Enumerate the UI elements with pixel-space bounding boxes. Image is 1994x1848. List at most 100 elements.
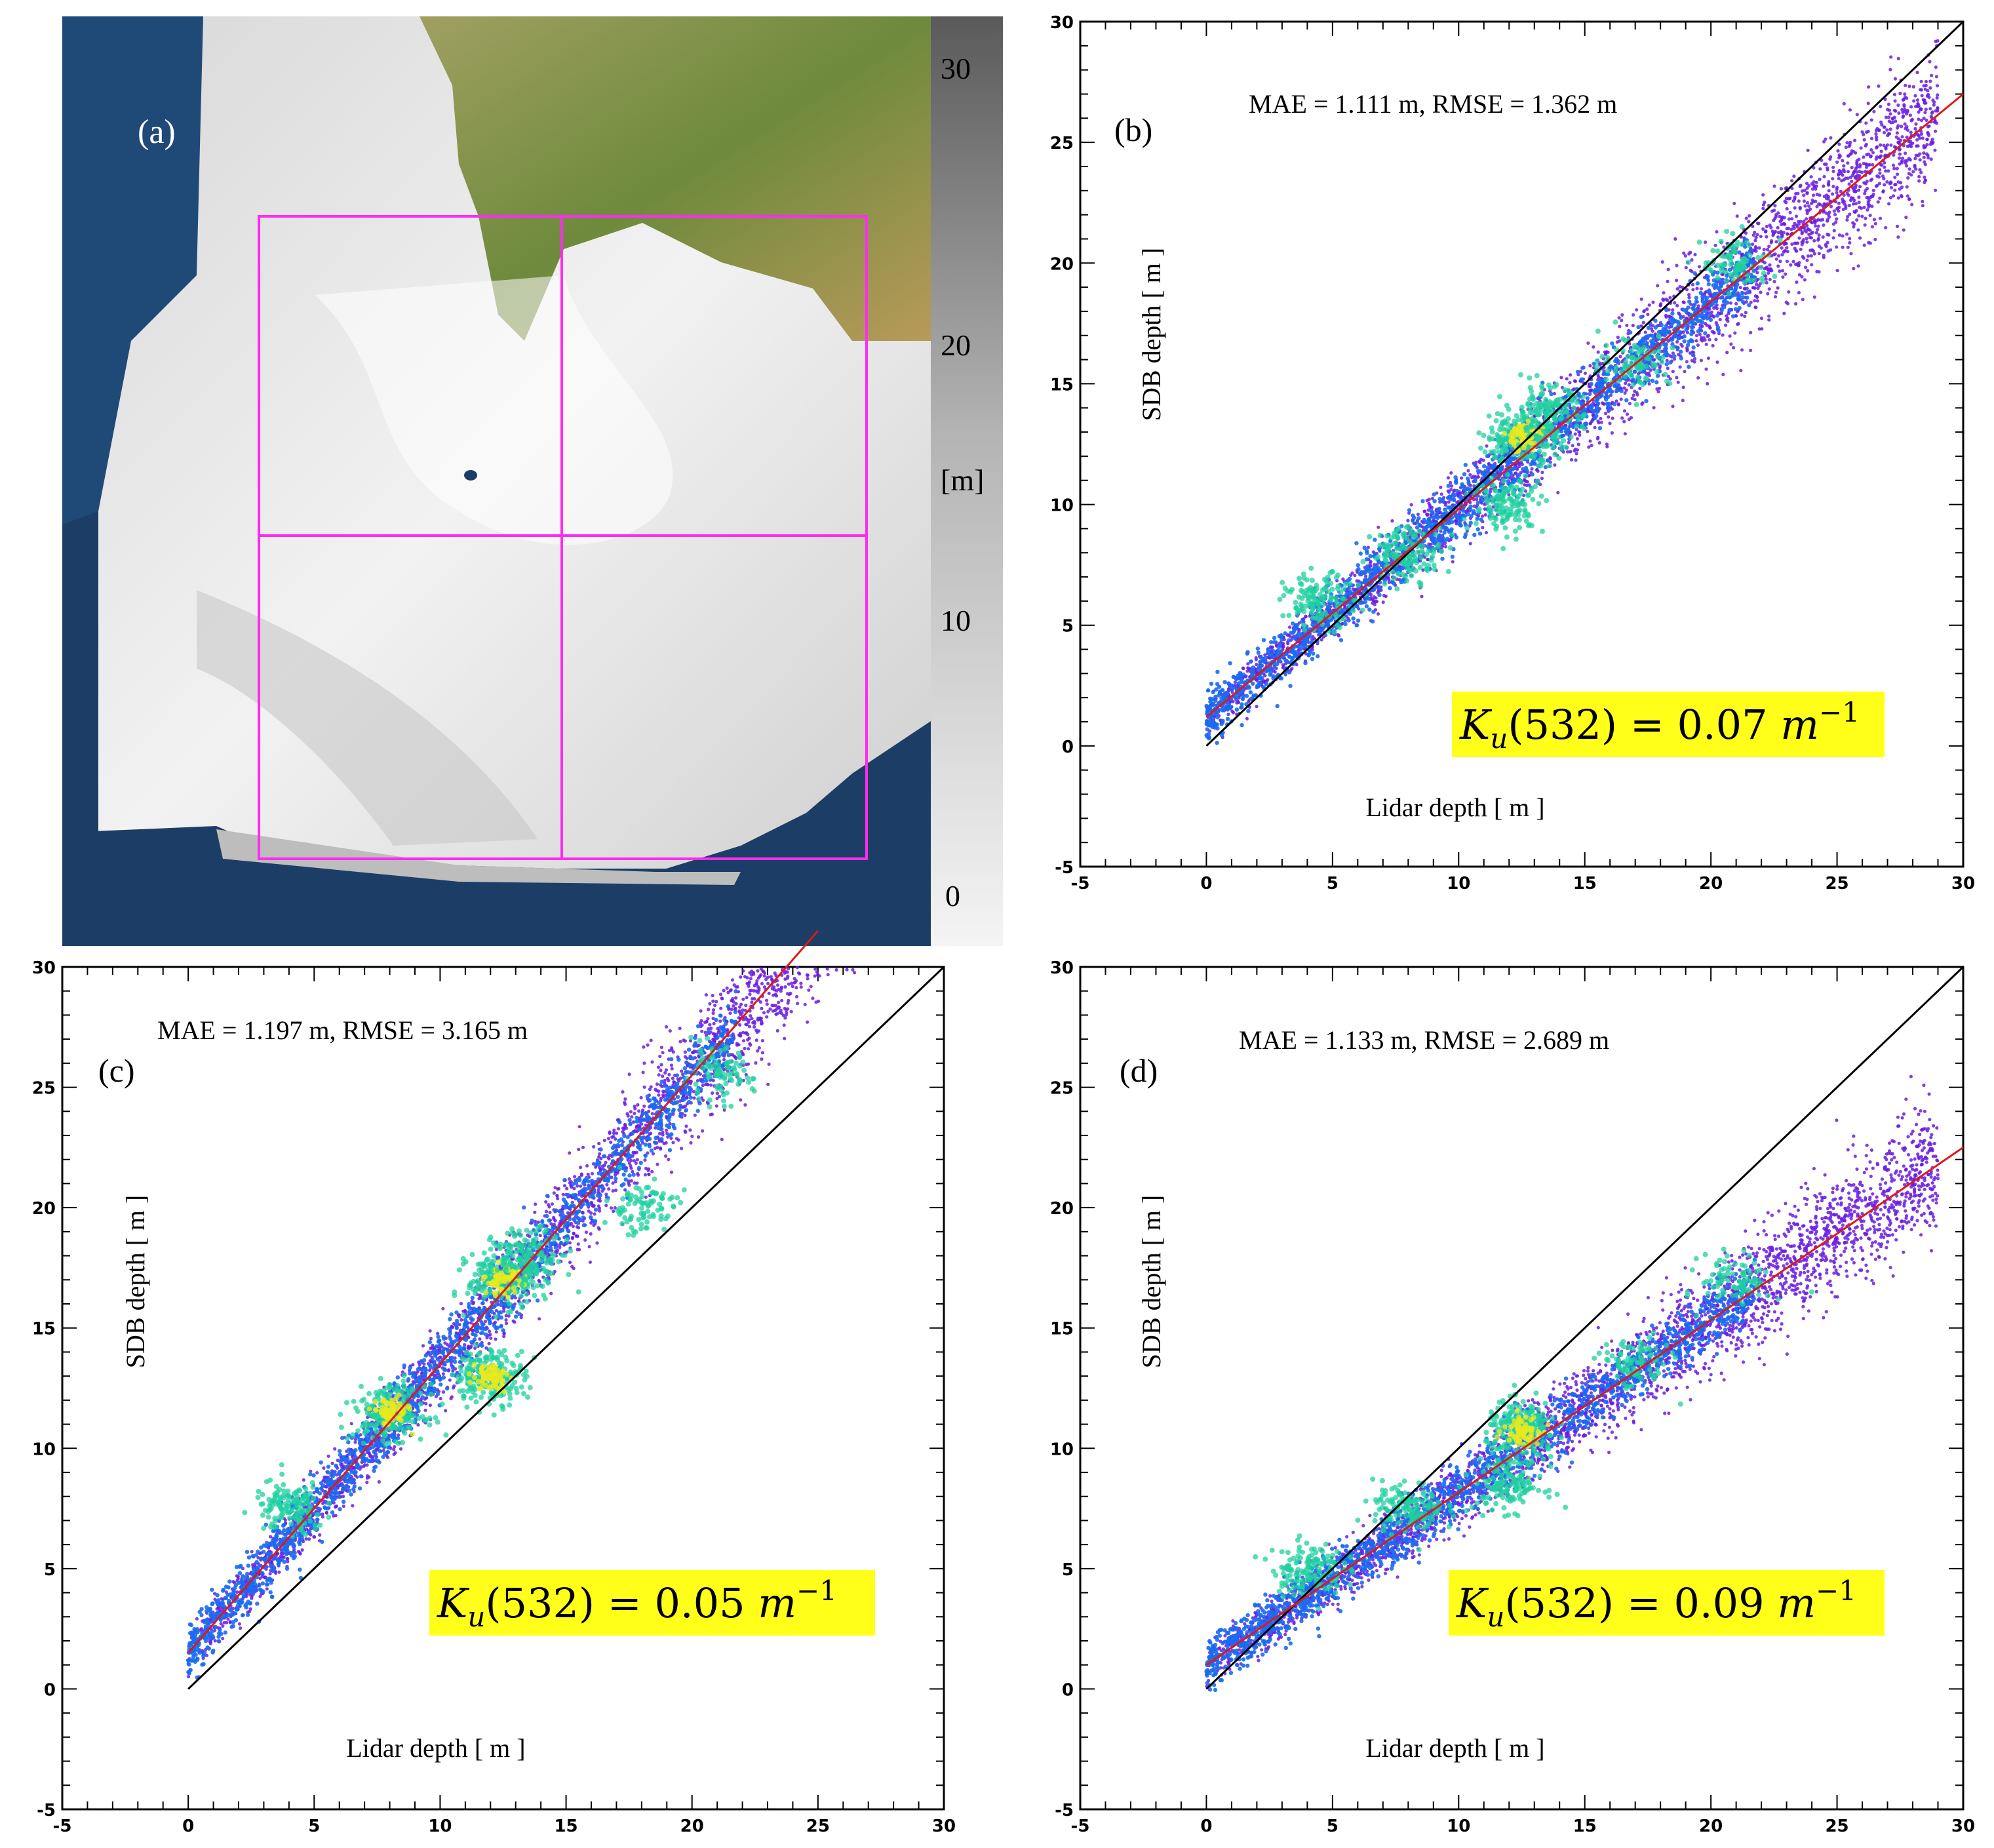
scatter-point-dense bbox=[1716, 286, 1721, 290]
density-cluster-point bbox=[1325, 574, 1331, 580]
scatter-point bbox=[1728, 334, 1732, 338]
scatter-point bbox=[1862, 243, 1866, 247]
scatter-point-dense bbox=[1669, 323, 1673, 328]
scatter-point bbox=[1827, 183, 1831, 187]
scatter-point-dense bbox=[1364, 604, 1369, 608]
scatter-point bbox=[1900, 108, 1904, 111]
scatter-point bbox=[1374, 596, 1378, 600]
scatter-point bbox=[1668, 377, 1672, 381]
scatter-point bbox=[1540, 477, 1544, 481]
scatter-point-dense bbox=[1218, 689, 1222, 694]
scatter-point bbox=[1837, 168, 1841, 173]
scatter-point bbox=[1761, 203, 1766, 206]
scatter-point bbox=[1780, 269, 1785, 273]
scatter-point bbox=[1483, 513, 1487, 517]
scatter-point-dense bbox=[1377, 593, 1382, 597]
scatter-point-dense bbox=[1217, 684, 1222, 689]
scatter-point bbox=[1824, 245, 1828, 248]
scatter-point bbox=[1812, 193, 1816, 197]
scatter-point-dense bbox=[1240, 705, 1244, 710]
scatter-point bbox=[1656, 284, 1660, 288]
scatter-point bbox=[1803, 188, 1807, 192]
scatter-point-dense bbox=[1687, 364, 1691, 369]
colorbar-unit: [m] bbox=[941, 463, 984, 497]
scatter-point bbox=[1794, 248, 1798, 252]
scatter-point bbox=[1921, 136, 1925, 140]
scatter-point-dense bbox=[1659, 323, 1664, 328]
scatter-point bbox=[1761, 193, 1765, 197]
scatter-point-dense bbox=[1679, 356, 1683, 361]
scatter-point-dense bbox=[1692, 302, 1697, 307]
scatter-point bbox=[1925, 94, 1929, 98]
scatter-point bbox=[1802, 199, 1806, 203]
scatter-point bbox=[1845, 232, 1849, 236]
scatter-point bbox=[1787, 290, 1791, 294]
coastline-south bbox=[216, 829, 741, 885]
scatter-point bbox=[1729, 301, 1732, 305]
scatter-point bbox=[1727, 311, 1730, 315]
y-tick-label: -5 bbox=[1055, 858, 1074, 878]
scatter-point-dense bbox=[1205, 718, 1209, 724]
scatter-point-dense bbox=[1279, 634, 1283, 639]
scatter-point-dense bbox=[1727, 307, 1732, 312]
scatter-point bbox=[1815, 219, 1819, 223]
scatter-point bbox=[1893, 99, 1897, 103]
scatter-point bbox=[1907, 167, 1911, 171]
scatter-point-dense bbox=[1277, 659, 1282, 663]
scatter-point bbox=[1715, 230, 1719, 234]
scatter-point bbox=[1917, 179, 1921, 183]
density-cluster-point bbox=[1325, 581, 1331, 587]
scatter-point bbox=[1540, 470, 1544, 475]
scatter-point bbox=[1844, 146, 1848, 149]
scatter-point bbox=[1847, 203, 1851, 208]
scatter-point bbox=[1768, 277, 1772, 281]
density-cluster-point bbox=[1281, 593, 1287, 599]
scatter-point-dense bbox=[1664, 350, 1669, 355]
scatter-point bbox=[1812, 295, 1816, 299]
scatter-point bbox=[1843, 170, 1847, 174]
scatter-point-dense bbox=[1316, 654, 1320, 659]
scatter-point bbox=[1698, 332, 1702, 336]
scatter-point bbox=[1892, 92, 1896, 96]
scatter-point bbox=[1721, 372, 1725, 376]
scatter-point bbox=[1639, 297, 1643, 301]
scatter-point bbox=[1854, 167, 1858, 170]
scatter-point bbox=[1863, 191, 1867, 195]
scatter-point-dense bbox=[1248, 659, 1253, 664]
scatter-point bbox=[1596, 419, 1600, 423]
scatter-point bbox=[1894, 135, 1898, 139]
scatter-point-dense bbox=[1682, 334, 1687, 339]
scatter-point bbox=[1831, 192, 1835, 196]
scatter-point bbox=[1853, 176, 1857, 180]
scatter-point-dense bbox=[1700, 294, 1705, 299]
scatter-point-dense bbox=[1691, 345, 1696, 350]
scatter-point bbox=[1704, 367, 1708, 371]
scatter-point bbox=[1767, 271, 1770, 275]
scatter-point bbox=[1523, 483, 1527, 487]
scatter-point-dense bbox=[1604, 397, 1609, 402]
scatter-point bbox=[1616, 335, 1620, 340]
scatter-point-dense bbox=[1681, 307, 1686, 312]
scatter-point-dense bbox=[1730, 314, 1736, 319]
scatter-point bbox=[1387, 578, 1391, 582]
scatter-point-dense bbox=[1231, 675, 1236, 679]
scatter-point-dense bbox=[1215, 669, 1220, 675]
scatter-point bbox=[1245, 717, 1249, 720]
axis-ticks bbox=[1080, 21, 1964, 867]
scatter-point bbox=[1799, 247, 1803, 251]
scatter-point bbox=[1753, 299, 1757, 303]
scatter-point bbox=[1733, 331, 1737, 335]
scatter-point bbox=[1841, 159, 1845, 163]
scatter-point-dense bbox=[1691, 353, 1696, 357]
scatter-point bbox=[1878, 196, 1882, 200]
scatter-point bbox=[1895, 131, 1899, 135]
scatter-point bbox=[1909, 130, 1913, 134]
scatter-point bbox=[1597, 441, 1601, 445]
scatter-point bbox=[1747, 220, 1751, 224]
scatter-point-dense bbox=[1354, 541, 1359, 545]
scatter-point bbox=[1481, 514, 1485, 518]
scatter-point bbox=[1763, 200, 1767, 205]
scatter-point bbox=[1573, 432, 1577, 436]
scatter-point bbox=[1785, 206, 1789, 211]
